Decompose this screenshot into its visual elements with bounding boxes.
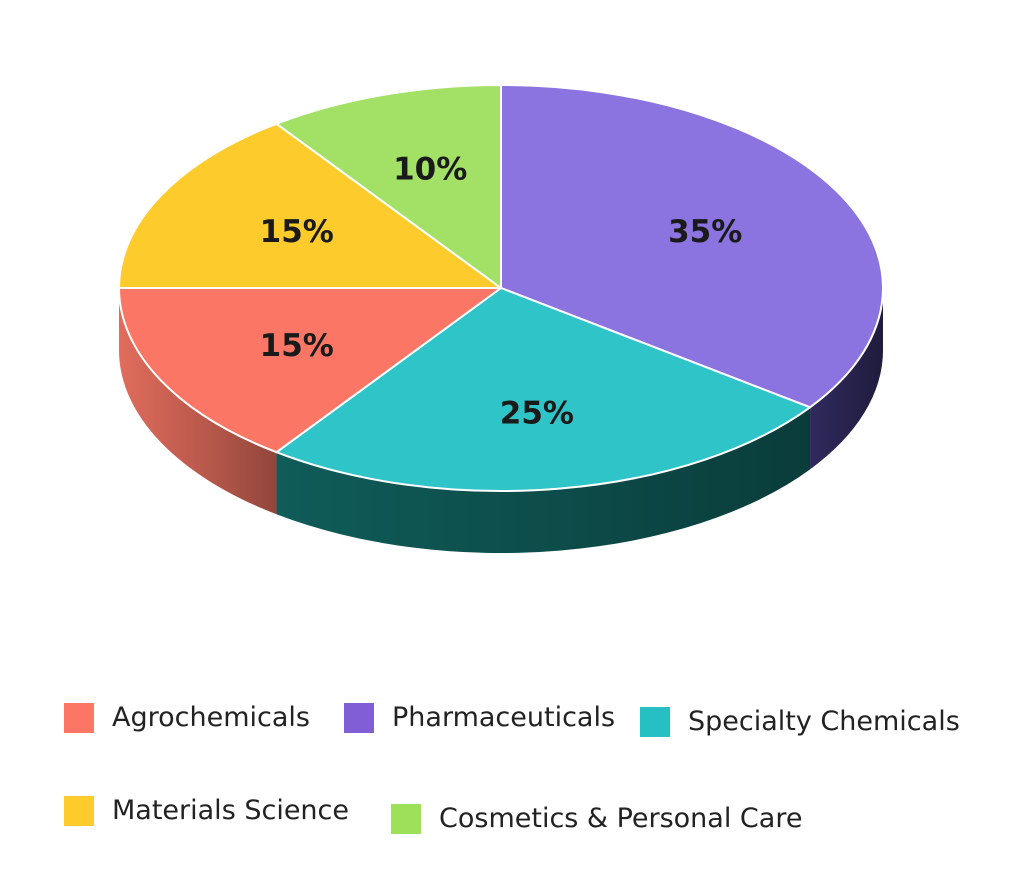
slice-label-materials-science: 15% [260,214,334,250]
slice-label-agrochemicals: 15% [260,328,334,364]
pie-slice-materials-science [118,122,502,289]
pie-slice-cosmetics-personal-care [275,84,502,289]
pie-slice-agrochemicals [118,287,502,454]
pie-side-shade-pharmaceuticals [810,288,883,470]
slice-label-pharmaceuticals: 35% [668,214,742,250]
pie-side-shade-agrochemicals [119,288,277,515]
slice-label-specialty-chemicals: 25% [500,395,574,431]
pie-side-shade-specialty-chemicals [276,407,811,553]
pie-slice-pharmaceuticals [500,84,884,409]
slice-label-cosmetics-personal-care: 10% [393,151,467,187]
pie-slice-specialty-chemicals [275,287,812,492]
